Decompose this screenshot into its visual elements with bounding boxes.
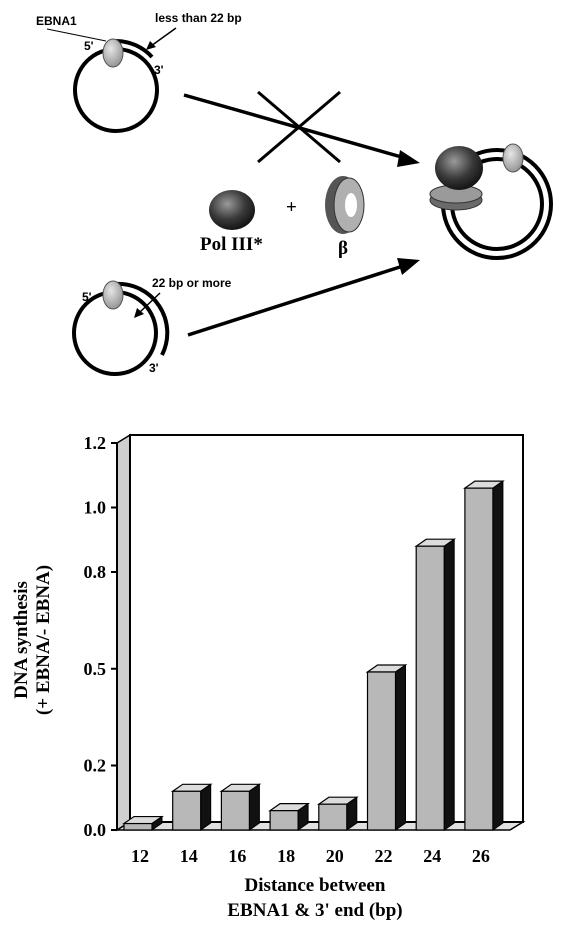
bar xyxy=(219,783,262,831)
product-pol-iii xyxy=(435,146,483,190)
bar xyxy=(414,538,457,831)
less-than-22-label: less than 22 bp xyxy=(155,11,242,25)
bar-side xyxy=(200,783,212,831)
more-than-22-label: 22 bp or more xyxy=(152,276,232,290)
x-tick-label: 22 xyxy=(375,846,393,866)
y-ticks: 0.0 0.2 0.5 0.8 1.0 1.2 xyxy=(84,433,117,840)
x-ticks: 12 14 16 18 20 22 24 26 xyxy=(131,846,490,866)
reactants: Pol III* + β xyxy=(200,176,365,259)
y-tick-label: 0.8 xyxy=(84,562,107,582)
ebna1-label: EBNA1 xyxy=(36,14,77,28)
three-prime-label-bottom: 3' xyxy=(149,361,159,375)
bar-front xyxy=(366,671,397,831)
five-prime-label-bottom: 5' xyxy=(82,290,92,304)
pol-iii-icon xyxy=(209,190,255,230)
x-tick-label: 26 xyxy=(472,846,490,866)
bar-side xyxy=(492,480,504,831)
x-tick-label: 18 xyxy=(277,846,295,866)
blocked-pathway xyxy=(183,90,420,167)
plus-sign: + xyxy=(286,197,297,218)
less-label-arrow xyxy=(150,27,177,47)
y-tick-label: 0.2 xyxy=(84,756,107,776)
x-tick-label: 14 xyxy=(180,846,198,866)
bar-side xyxy=(395,664,406,831)
plasmid-short-distance: EBNA1 less than 22 bp 5' 3' xyxy=(36,11,242,133)
bar-chart: 0.0 0.2 0.5 0.8 1.0 1.2 12 14 16 18 20 22 24 26 DNA … xyxy=(11,433,526,921)
bar-front xyxy=(464,487,494,831)
product-ebna1 xyxy=(502,143,524,173)
y-tick-label: 0.0 xyxy=(84,820,107,840)
successful-pathway xyxy=(187,258,420,337)
ebna1-protein xyxy=(102,38,124,68)
ebna1-pointer xyxy=(46,28,107,42)
pol-iii-label: Pol III* xyxy=(200,234,263,255)
bars xyxy=(122,480,505,831)
x-tick-label: 12 xyxy=(131,846,149,866)
x-tick-label: 16 xyxy=(228,846,246,866)
y-tick-label: 0.5 xyxy=(84,659,107,679)
plasmid-long-distance: 22 bp or more 5' 3' xyxy=(72,276,232,376)
x-axis-title-line2: EBNA1 & 3' end (bp) xyxy=(227,900,402,921)
bar xyxy=(462,480,505,831)
arrow-bottom-line xyxy=(187,264,404,337)
bar-front xyxy=(415,545,445,831)
primer-strand xyxy=(114,281,170,356)
less-label-arrowhead xyxy=(146,41,156,50)
chart-left-wall xyxy=(116,433,131,832)
more-label-arrowhead xyxy=(134,308,144,318)
bar xyxy=(268,802,311,831)
beta-clamp-icon xyxy=(325,176,365,234)
bar xyxy=(122,815,164,831)
bar-front xyxy=(172,790,202,831)
bar xyxy=(365,664,408,831)
x-tick-label: 20 xyxy=(326,846,344,866)
replication-diagram: EBNA1 less than 22 bp 5' 3' Pol III* + β xyxy=(36,11,553,376)
bar xyxy=(170,783,213,831)
three-prime-label-top: 3' xyxy=(154,63,164,77)
bar xyxy=(316,796,359,831)
x-tick-label: 24 xyxy=(423,846,441,866)
bar-front xyxy=(220,790,250,831)
chart-back-wall xyxy=(129,434,524,823)
bar-side xyxy=(443,538,455,831)
replication-complex xyxy=(429,143,553,260)
y-tick-label: 1.2 xyxy=(84,433,107,453)
five-prime-label-top: 5' xyxy=(84,39,94,53)
bar-front xyxy=(269,810,299,831)
bar-front xyxy=(123,822,153,831)
beta-label: β xyxy=(338,238,348,259)
arrow-top-line xyxy=(183,93,406,160)
ebna1-protein xyxy=(102,280,124,310)
arrow-top-head xyxy=(397,150,420,167)
bar-side xyxy=(248,783,260,831)
y-tick-label: 1.0 xyxy=(84,498,107,518)
arrow-bottom-head xyxy=(397,258,420,275)
bar-front xyxy=(318,803,348,831)
cross-line-2 xyxy=(257,90,341,164)
y-axis-title-line1: DNA synthesis xyxy=(11,581,32,699)
y-axis-title-line2: (+ EBNA/- EBNA) xyxy=(33,565,54,715)
more-label-arrow xyxy=(139,292,161,313)
beta-ring-hole xyxy=(345,193,357,217)
x-axis-title-line1: Distance between xyxy=(245,875,386,896)
